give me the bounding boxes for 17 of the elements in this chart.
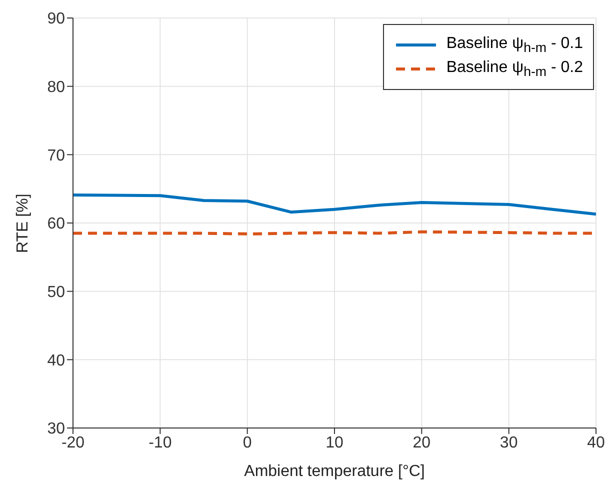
y-tick-label: 90: [47, 10, 66, 28]
y-tick-label: 70: [47, 147, 66, 164]
line-series: [73, 193, 596, 216]
x-axis-title: Ambient temperature [°C]: [244, 463, 425, 480]
y-axis-title: RTE [%]: [14, 194, 32, 253]
legend-label: Baseline ψ$_{h-m}$ - 0.2: [446, 59, 583, 80]
y-tick-label: 80: [47, 79, 66, 96]
y-tick-label: 40: [47, 352, 66, 370]
x-tick-label: 30: [500, 434, 518, 452]
x-tick-label: -10: [148, 434, 172, 452]
y-tick-label: 50: [47, 284, 66, 302]
x-tick-label: 10: [326, 434, 344, 452]
y-tick-label: 60: [47, 216, 66, 233]
x-tick-label: 0: [242, 434, 252, 452]
x-tick-label: 40: [587, 434, 605, 452]
x-tick-label: 20: [412, 434, 431, 452]
legend-label: Baseline ψ$_{h-m}$ - 0.1: [446, 35, 583, 56]
